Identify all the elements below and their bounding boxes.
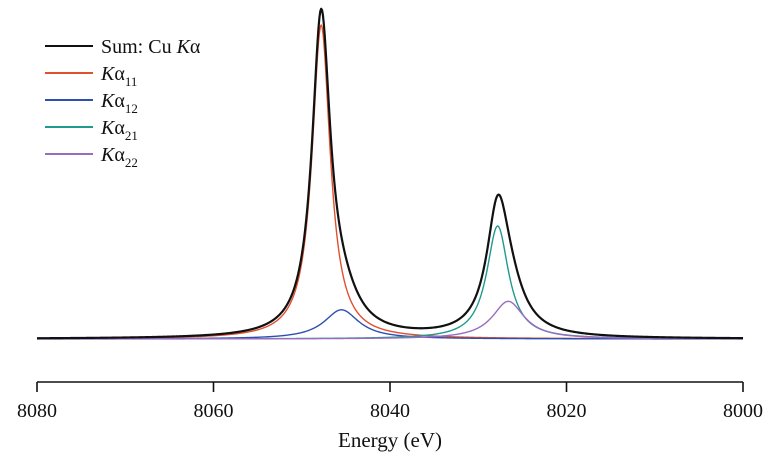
x-tick-label-8000: 8000 <box>723 400 763 422</box>
series-line-sum <box>36 7 744 340</box>
x-tick-label-8040: 8040 <box>370 400 410 422</box>
plot-lines <box>36 7 744 340</box>
x-tick-label-8080: 8080 <box>17 400 57 422</box>
legend-label-ka11: Kα11 <box>100 63 137 89</box>
legend-label-ka22: Kα22 <box>100 144 138 170</box>
x-tick-label-8020: 8020 <box>547 400 587 422</box>
series-line-ka22 <box>37 300 743 340</box>
x-axis: 8080 8060 8040 8020 8000 <box>17 381 763 422</box>
legend-label-ka12: Kα12 <box>100 90 138 116</box>
x-axis-title: Energy (eV) <box>338 428 442 452</box>
x-tick-label-8060: 8060 <box>194 400 234 422</box>
legend-label-ka21: Kα21 <box>100 117 138 143</box>
series-line-ka21 <box>37 225 743 340</box>
series-line-ka11 <box>36 24 744 340</box>
legend-label-sum: Sum: Cu Kα <box>101 36 201 58</box>
